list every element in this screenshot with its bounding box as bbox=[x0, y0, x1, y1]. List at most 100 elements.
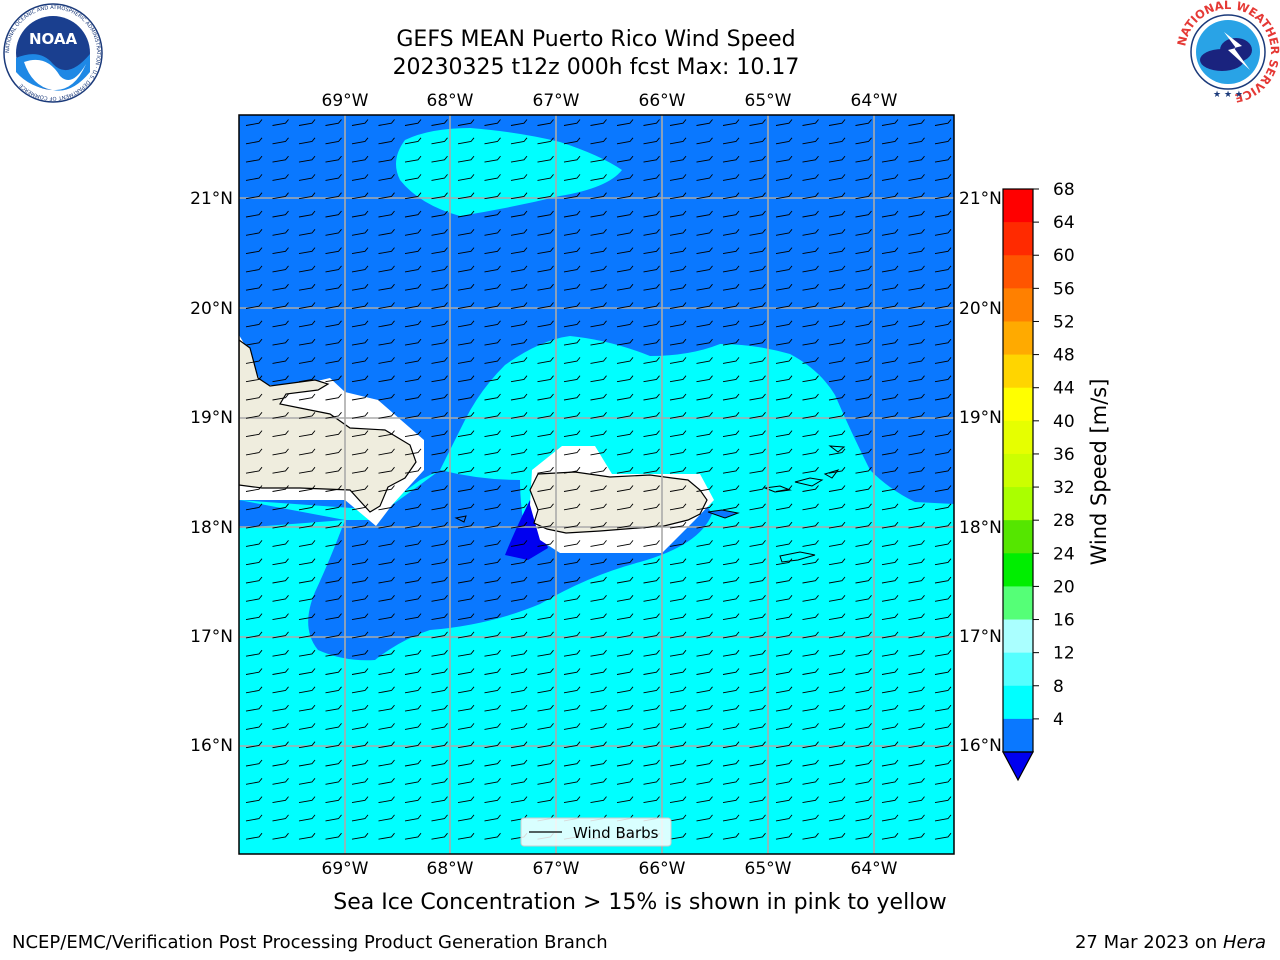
wind-barb bbox=[404, 704, 422, 712]
wind-barb bbox=[351, 393, 369, 401]
wind-barb bbox=[934, 174, 952, 181]
wind-barb bbox=[537, 613, 554, 621]
wind-barb bbox=[272, 320, 289, 328]
wind-barb bbox=[934, 521, 952, 529]
wind-barb bbox=[669, 155, 687, 163]
wind-barb bbox=[563, 320, 581, 328]
wind-barb bbox=[590, 430, 607, 438]
wind-barb bbox=[351, 686, 369, 694]
wind-barb bbox=[510, 466, 528, 474]
colorbar-tick-label: 28 bbox=[1053, 511, 1075, 531]
wind-barb bbox=[484, 155, 501, 163]
wind-barb bbox=[484, 759, 501, 767]
wind-barb bbox=[696, 247, 713, 255]
wind-barb bbox=[775, 375, 793, 383]
wind-barb bbox=[457, 503, 475, 511]
wind-barb bbox=[325, 430, 342, 438]
wind-barb bbox=[431, 137, 448, 145]
wind-barb bbox=[563, 155, 581, 163]
wind-barb bbox=[881, 265, 899, 273]
wind-barb bbox=[431, 247, 448, 255]
wind-barb bbox=[272, 466, 289, 474]
wind-barb bbox=[484, 430, 501, 438]
wind-barb bbox=[245, 595, 263, 602]
wind-barb bbox=[378, 375, 395, 383]
wind-barb bbox=[908, 119, 925, 126]
wind-barb bbox=[537, 119, 554, 126]
wind-barb bbox=[855, 155, 872, 163]
wind-barb bbox=[457, 338, 475, 346]
wind-barb bbox=[563, 704, 581, 712]
wind-barb bbox=[828, 229, 846, 236]
wind-barb bbox=[590, 540, 607, 547]
wind-barb bbox=[881, 283, 899, 291]
wind-barb bbox=[272, 155, 289, 163]
wind-barb bbox=[881, 485, 899, 492]
wind-barb bbox=[431, 174, 448, 181]
wind-barb bbox=[325, 686, 342, 694]
wind-barb bbox=[616, 375, 634, 383]
wind-barb bbox=[351, 668, 369, 675]
wind-barb bbox=[775, 320, 793, 328]
wind-barb bbox=[537, 503, 554, 511]
wind-barb bbox=[537, 668, 554, 675]
colorbar-swatch bbox=[1003, 553, 1033, 587]
wind-barb bbox=[802, 247, 819, 255]
wind-barb bbox=[934, 155, 952, 163]
wind-barb bbox=[590, 338, 607, 346]
wind-barb bbox=[749, 466, 766, 474]
wind-barb bbox=[351, 357, 369, 364]
wind-barb bbox=[431, 631, 448, 639]
wind-barb bbox=[590, 668, 607, 675]
wind-barb bbox=[537, 155, 554, 163]
wind-barb bbox=[855, 283, 872, 291]
wind-barb bbox=[484, 265, 501, 273]
wind-barb bbox=[484, 247, 501, 255]
wind-barb bbox=[722, 119, 740, 126]
wind-barb bbox=[934, 668, 952, 675]
wind-barb bbox=[510, 119, 528, 126]
wind-barb bbox=[431, 759, 448, 767]
wind-barb bbox=[908, 540, 925, 547]
wind-barb bbox=[537, 686, 554, 694]
lat-label-20n-right: 20°N bbox=[959, 299, 1002, 319]
wind-barb bbox=[245, 668, 263, 675]
wind-barb bbox=[908, 192, 925, 200]
wind-barb bbox=[775, 503, 793, 511]
wind-barb bbox=[563, 723, 581, 730]
wind-barb bbox=[934, 540, 952, 547]
wind-barb bbox=[537, 338, 554, 346]
wind-barb bbox=[325, 649, 342, 657]
wind-barb bbox=[510, 174, 528, 181]
wind-barb bbox=[696, 448, 713, 456]
wind-barb bbox=[749, 704, 766, 712]
wind-barb bbox=[298, 155, 316, 163]
wind-barb bbox=[537, 558, 554, 566]
wind-barb bbox=[616, 631, 634, 639]
wind-barb bbox=[537, 302, 554, 309]
colorbar-swatch bbox=[1003, 321, 1033, 356]
wind-barb bbox=[934, 466, 952, 474]
wind-barb bbox=[934, 631, 952, 639]
wind-barb bbox=[802, 430, 819, 438]
wind-barb bbox=[828, 759, 846, 767]
wind-barb bbox=[590, 503, 607, 511]
wind-barb bbox=[325, 558, 342, 566]
wind-barb bbox=[722, 503, 740, 511]
wind-barb bbox=[908, 338, 925, 346]
wind-barb bbox=[457, 704, 475, 712]
wind-barb bbox=[378, 338, 395, 346]
wind-barb bbox=[404, 155, 422, 163]
wind-barb bbox=[855, 778, 872, 785]
wind-barb bbox=[351, 540, 369, 547]
wind-barb bbox=[245, 210, 263, 218]
wind-barb bbox=[351, 247, 369, 255]
wind-barb bbox=[881, 210, 899, 218]
wind-barb bbox=[775, 485, 793, 492]
wind-barb bbox=[484, 503, 501, 511]
wind-barb bbox=[537, 247, 554, 255]
wind-barb bbox=[404, 119, 422, 126]
wind-barb bbox=[934, 832, 952, 840]
wind-barb bbox=[722, 668, 740, 675]
wind-barb bbox=[245, 796, 263, 804]
